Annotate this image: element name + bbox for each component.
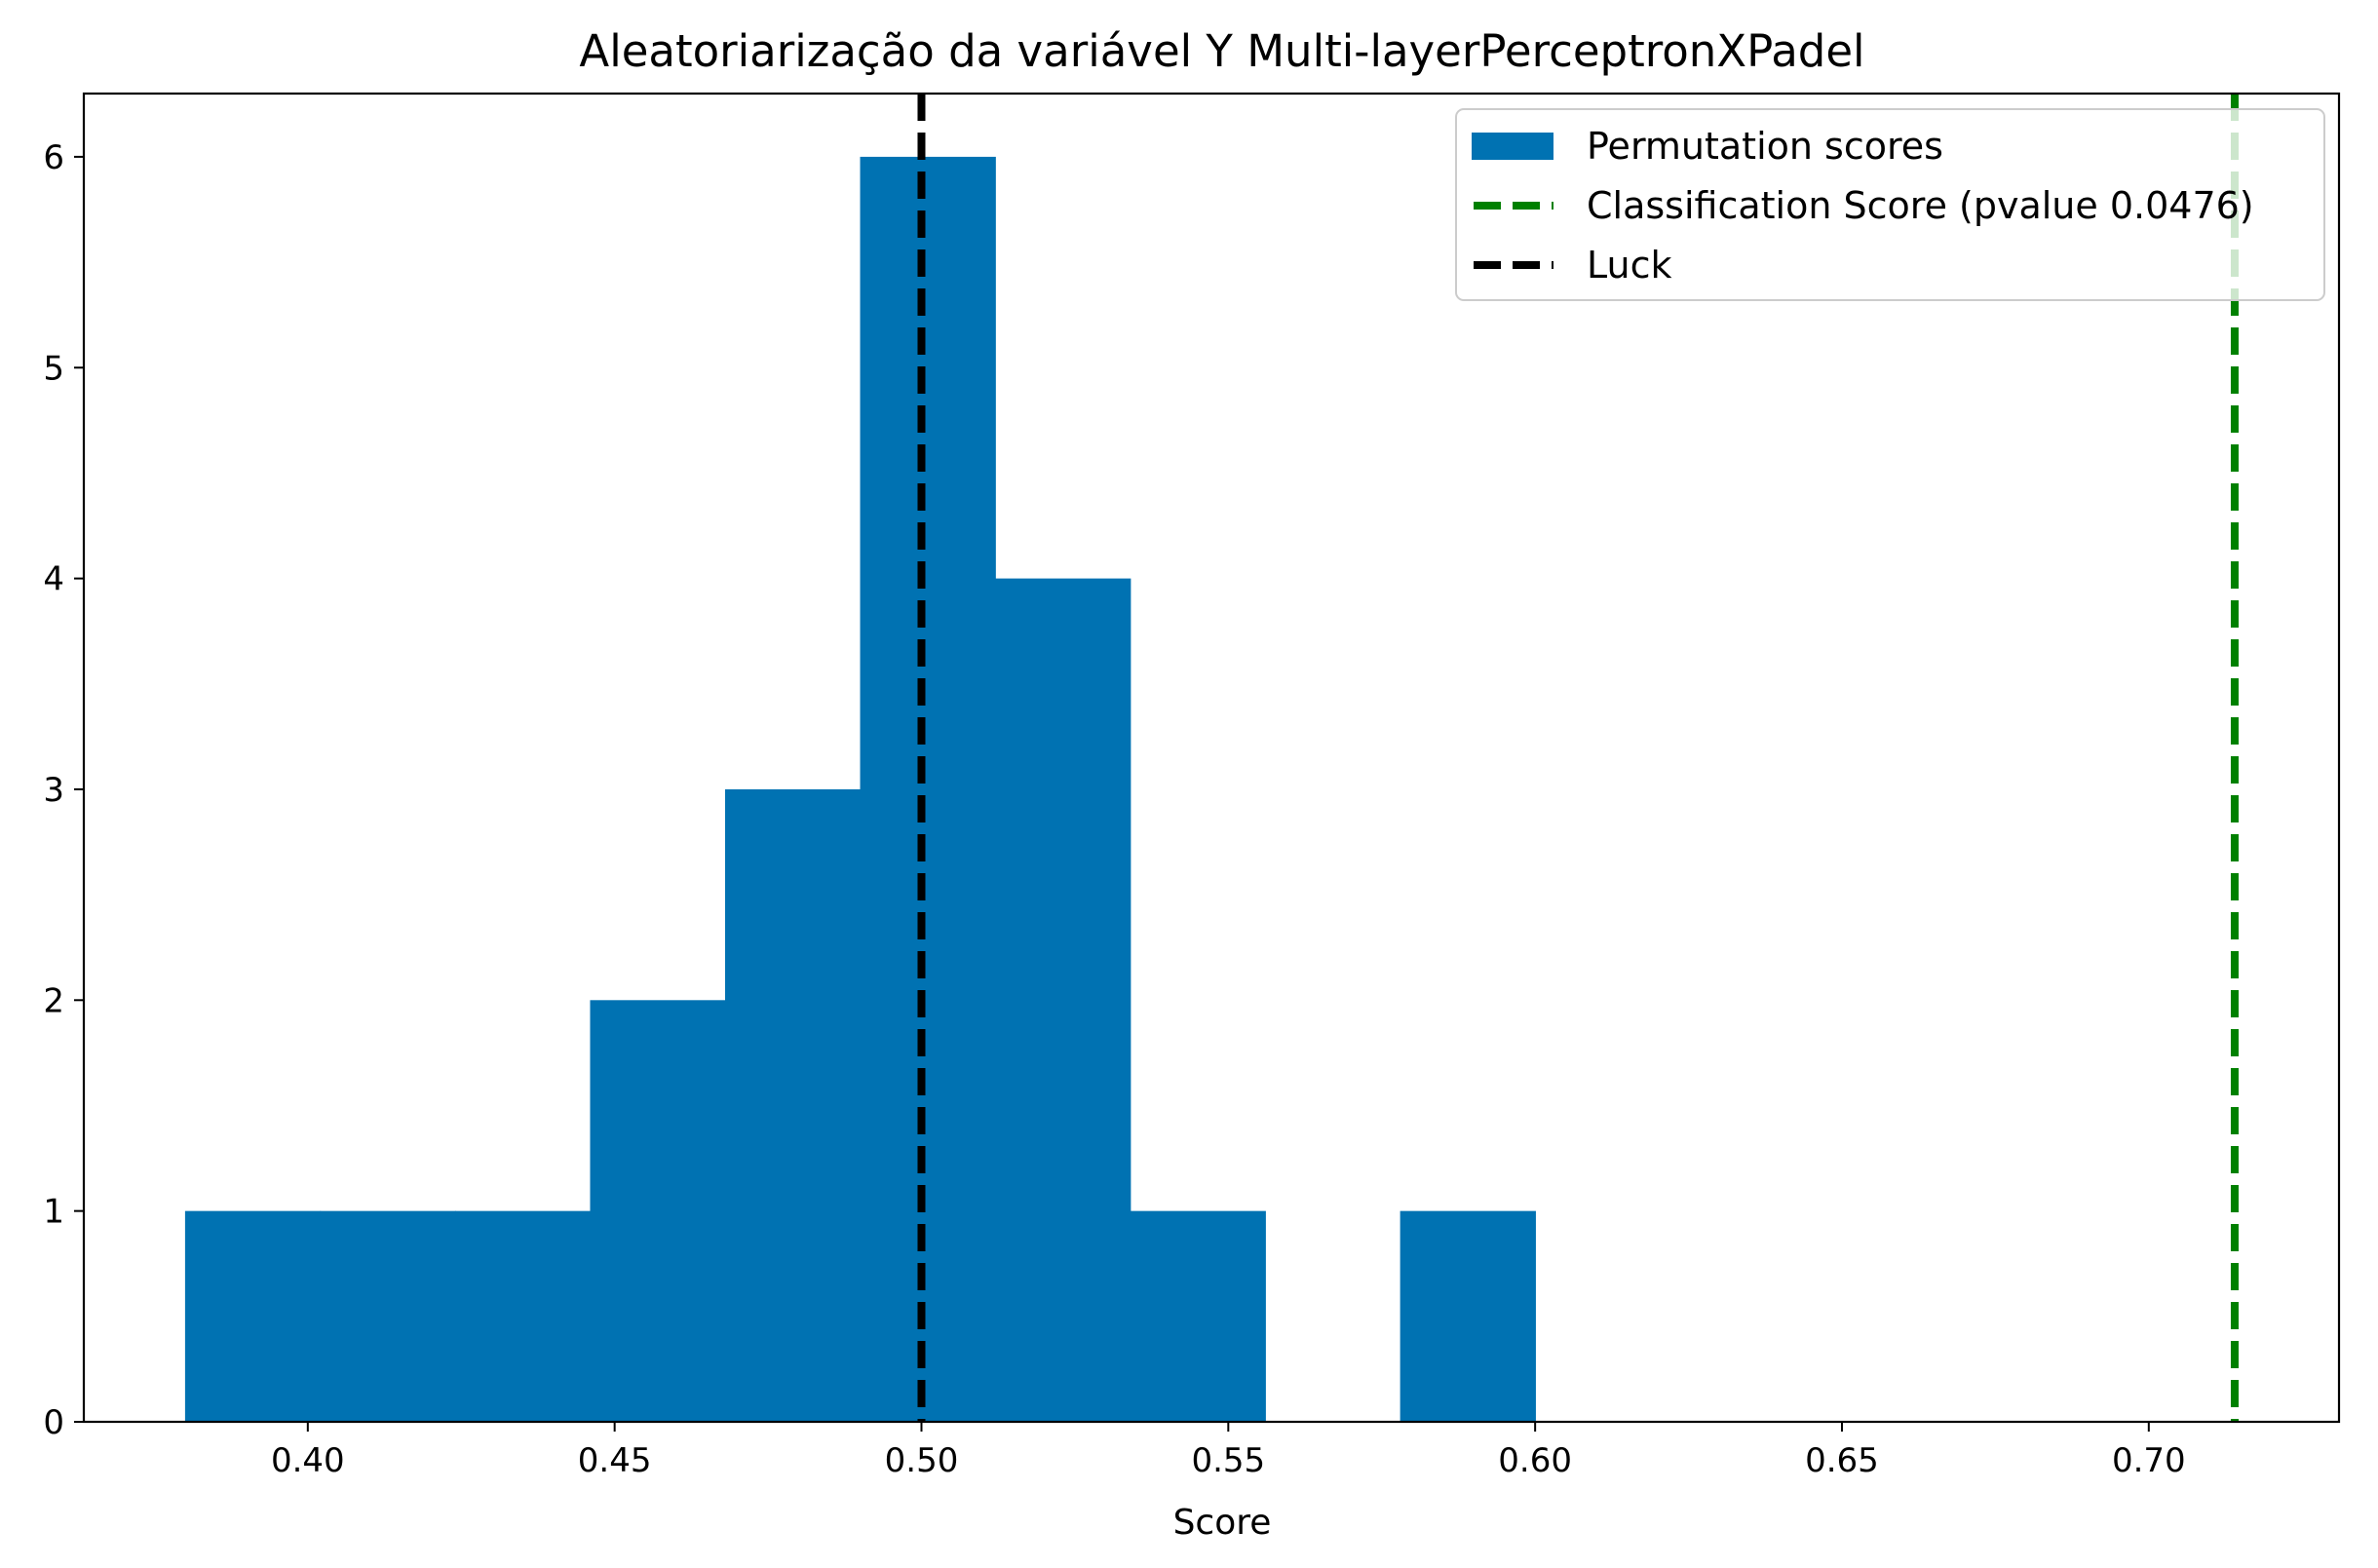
legend-label: Classification Score (pvalue 0.0476) [1587,184,2254,227]
legend-label: Luck [1587,244,1672,287]
x-tick-label: 0.60 [1498,1441,1572,1480]
plot-frame [82,92,2341,1424]
histogram-bar [860,156,996,1422]
legend: Permutation scores Classification Score (… [1455,108,2325,301]
reference-lines [917,94,2239,1422]
y-tick-label: 6 [43,138,64,177]
y-tick-label: 2 [43,981,64,1020]
legend-label: Permutation scores [1587,125,1943,168]
x-tick-label: 0.45 [578,1441,652,1480]
histogram-bar [590,1000,726,1422]
y-tick-label: 1 [43,1193,64,1232]
x-tick-label: 0.55 [1191,1441,1265,1480]
x-tick-label: 0.65 [1805,1441,1879,1480]
histogram-bar [320,1210,456,1422]
y-tick-label: 3 [43,771,64,810]
x-axis-label: Score [1173,1503,1272,1543]
x-tick-label: 0.50 [885,1441,959,1480]
legend-box [1455,108,2325,301]
histogram-bar [454,1210,592,1422]
legend-swatch [1472,133,1553,160]
x-tick-label: 0.70 [2112,1441,2186,1480]
y-tick-label: 5 [43,349,64,388]
histogram-bars [184,156,1536,1422]
histogram-bar [1400,1210,1536,1422]
histogram-bar [1130,1210,1266,1422]
chart-title: Aleatoriarização da variável Y Multi-lay… [579,25,1864,77]
x-axis-ticks: 0.40 0.45 0.50 0.55 0.60 0.65 0.70 [271,1422,2186,1480]
histogram-bar [724,788,862,1422]
y-axis-ticks: 0 1 2 3 4 5 6 [43,138,84,1442]
x-tick-label: 0.40 [271,1441,345,1480]
histogram-bar [184,1210,322,1422]
histogram-bar [995,578,1131,1422]
y-tick-label: 4 [43,560,64,599]
y-tick-label: 0 [43,1403,64,1442]
